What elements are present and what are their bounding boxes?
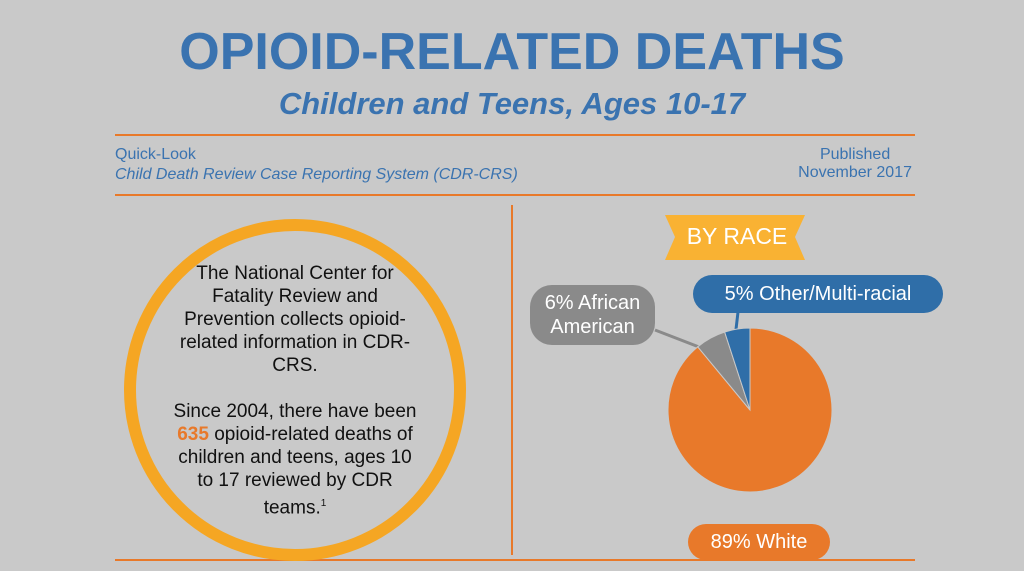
circle-text: The National Center for Fatality Review … bbox=[170, 262, 420, 519]
published-date: November 2017 bbox=[798, 164, 912, 181]
title: OPIOID-RELATED DEATHS bbox=[179, 23, 845, 81]
circle-frame bbox=[124, 219, 466, 561]
paragraph: Since 2004, there have been 635 opioid-r… bbox=[170, 400, 420, 519]
source-label: Quick-Look bbox=[115, 146, 196, 163]
data-label: 6% African American bbox=[530, 285, 655, 345]
text: Since 2004, there have been bbox=[173, 401, 417, 422]
paragraph: The National Center for Fatality Review … bbox=[179, 263, 411, 376]
highlight-number: 635 bbox=[177, 424, 209, 445]
source: Child Death Review Case Reporting System… bbox=[115, 166, 518, 183]
data-label: 89% White bbox=[688, 524, 830, 560]
banner bbox=[665, 215, 805, 260]
text: opioid-related deaths of children and te… bbox=[178, 424, 413, 519]
published: Published bbox=[819, 146, 891, 163]
chart-title: BY RACE bbox=[687, 223, 788, 249]
footnote: 1 bbox=[320, 498, 327, 509]
subtitle: Children and Teens, Ages 10-17 bbox=[278, 86, 746, 121]
pie-slice bbox=[724, 327, 751, 411]
pie bbox=[667, 327, 833, 493]
published-label: Published November 2017 bbox=[712, 146, 912, 182]
data-label: 5% Other/Multi-racial bbox=[693, 275, 943, 313]
